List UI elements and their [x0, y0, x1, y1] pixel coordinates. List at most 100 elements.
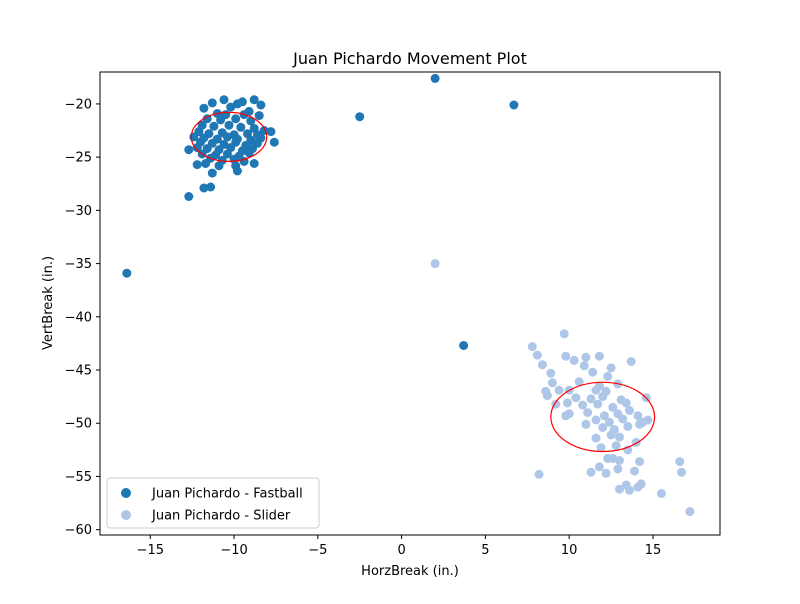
data-point: [546, 368, 556, 378]
data-point: [207, 168, 217, 178]
y-tick-label: −45: [65, 364, 92, 379]
data-point: [219, 95, 229, 105]
plot-area: [122, 73, 695, 517]
data-point: [625, 485, 634, 495]
data-point: [561, 351, 571, 361]
data-point: [591, 385, 601, 395]
data-point: [643, 415, 653, 425]
data-point: [184, 145, 194, 155]
data-point: [630, 466, 639, 476]
data-point: [459, 341, 469, 350]
data-point: [224, 120, 234, 130]
data-point: [606, 430, 616, 440]
data-point: [216, 115, 226, 125]
data-point: [532, 350, 542, 360]
data-point: [675, 457, 685, 467]
data-point: [579, 361, 589, 371]
data-point: [192, 160, 202, 170]
series-0: [122, 73, 519, 350]
data-point: [256, 100, 266, 110]
data-point: [588, 367, 598, 377]
data-point: [621, 398, 631, 408]
x-tick-label: 15: [645, 543, 662, 558]
y-axis-label: VertBreak (in.): [41, 256, 56, 350]
x-axis: −15 −10 −5 0 5 10 15: [137, 535, 662, 558]
confidence-ellipse: [550, 381, 656, 453]
data-point: [598, 423, 608, 432]
data-point: [214, 161, 224, 171]
legend-box: [106, 477, 320, 529]
data-point: [236, 122, 246, 132]
data-point: [606, 363, 616, 373]
data-point: [232, 166, 242, 176]
y-tick-label: −40: [65, 310, 92, 325]
data-point: [226, 102, 236, 112]
data-point: [537, 360, 547, 370]
data-point: [593, 399, 603, 409]
data-point: [656, 489, 666, 498]
data-point: [599, 411, 609, 421]
y-axis: −20 −25 −30 −35 −40 −45 −50 −55 −60: [65, 97, 100, 538]
x-tick-label: −15: [137, 543, 164, 558]
data-point: [542, 391, 552, 401]
y-tick-label: −55: [65, 470, 92, 485]
data-point: [231, 114, 241, 124]
data-point: [201, 159, 211, 168]
y-tick-label: −20: [65, 97, 92, 112]
data-point: [266, 127, 276, 137]
data-point: [355, 112, 365, 122]
data-point: [598, 392, 608, 402]
data-point: [199, 183, 209, 193]
data-point: [569, 355, 579, 365]
x-tick-label: 0: [397, 543, 405, 558]
x-tick-label: −10: [220, 543, 247, 558]
data-point: [430, 259, 440, 269]
data-point: [594, 351, 604, 361]
data-point: [122, 268, 132, 278]
data-point: [509, 100, 519, 110]
data-point: [547, 378, 557, 388]
data-point: [635, 457, 645, 467]
data-point: [209, 121, 219, 131]
data-point: [603, 371, 613, 381]
data-point: [207, 98, 217, 108]
data-point: [559, 329, 569, 339]
legend-marker-slider: [121, 510, 131, 520]
data-point: [249, 95, 259, 105]
data-point: [583, 408, 593, 418]
y-tick-label: −60: [65, 523, 92, 538]
y-tick-label: −25: [65, 151, 92, 166]
x-tick-label: 10: [561, 543, 578, 558]
data-point: [591, 415, 601, 425]
data-point: [244, 148, 254, 158]
data-point: [625, 406, 634, 415]
data-point: [626, 357, 636, 366]
data-point: [554, 385, 564, 395]
data-point: [249, 159, 259, 168]
x-axis-label: HorzBreak (in.): [361, 564, 459, 579]
data-point: [237, 97, 247, 107]
data-point: [601, 468, 611, 478]
data-point: [269, 137, 279, 147]
data-point: [618, 414, 628, 424]
data-point: [594, 462, 604, 472]
data-point: [633, 411, 643, 421]
legend-label-slider: Juan Pichardo - Slider: [151, 509, 291, 524]
data-point: [581, 419, 591, 429]
data-point: [611, 441, 621, 451]
data-point: [635, 419, 645, 429]
data-point: [184, 192, 194, 201]
data-point: [574, 377, 584, 387]
confidence-ellipse: [190, 111, 268, 162]
data-point: [623, 421, 633, 431]
data-point: [581, 352, 591, 362]
data-point: [563, 398, 572, 408]
y-tick-label: −30: [65, 204, 92, 219]
data-point: [246, 116, 256, 126]
data-point: [571, 393, 581, 403]
data-point: [202, 114, 212, 124]
x-tick-label: −5: [308, 543, 327, 558]
data-point: [615, 432, 624, 442]
